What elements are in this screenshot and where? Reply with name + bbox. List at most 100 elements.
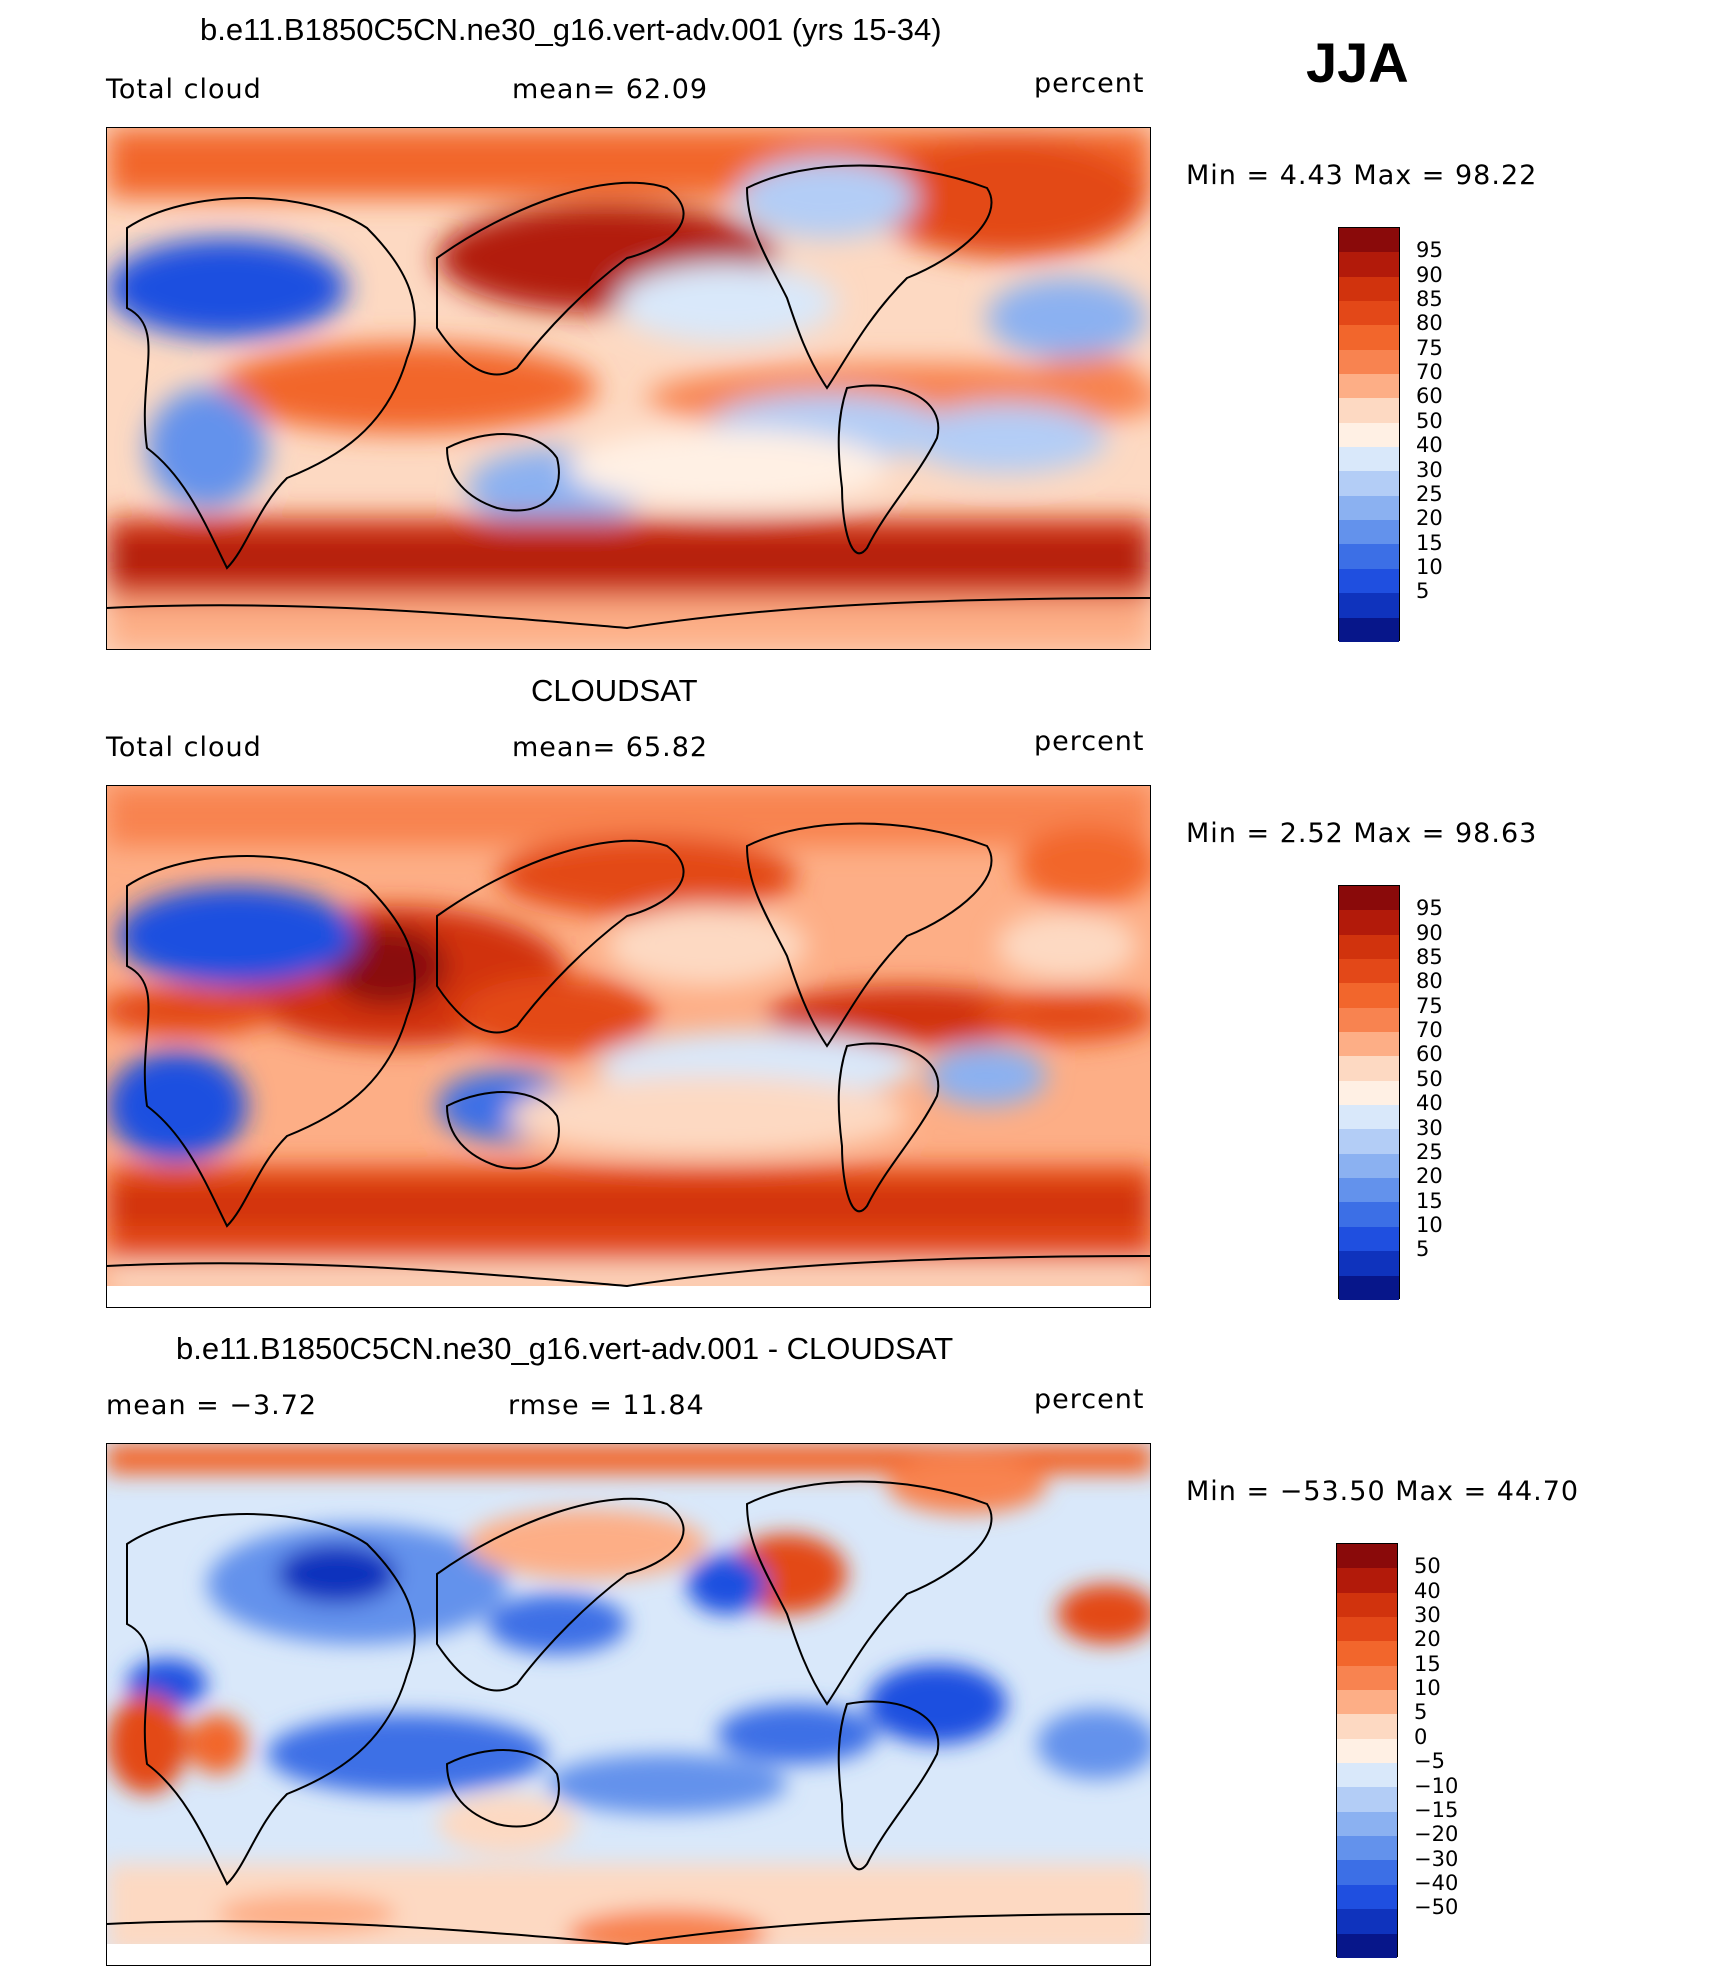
panel1-colorbar (1338, 227, 1400, 642)
panel1-mean-label: mean= 62.09 (512, 74, 709, 105)
colorbar-tick-label: 25 (1416, 481, 1443, 506)
colorbar-segment (1337, 1592, 1397, 1618)
colorbar-segment (1337, 1568, 1397, 1593)
colorbar-segment (1337, 1763, 1397, 1788)
colorbar-tick-label: 40 (1416, 433, 1443, 458)
colorbar-tick-label: 70 (1416, 360, 1443, 385)
colorbar-tick-label: 25 (1416, 1139, 1443, 1164)
colorbar-segment (1339, 934, 1399, 960)
colorbar-segment (1337, 1787, 1397, 1812)
colorbar-segment (1339, 520, 1399, 545)
colorbar-tick-label: 0 (1414, 1724, 1428, 1749)
colorbar-segment (1339, 252, 1399, 277)
colorbar-tick-label: 20 (1416, 506, 1443, 531)
colorbar-segment (1339, 398, 1399, 423)
colorbar-tick-label: 10 (1416, 554, 1443, 579)
colorbar-tick-label: 15 (1416, 530, 1443, 555)
colorbar-segment (1339, 374, 1399, 399)
colorbar-tick-label: 40 (1414, 1578, 1441, 1603)
panel2-units-label: percent (1034, 726, 1145, 757)
colorbar-tick-label: −5 (1414, 1749, 1445, 1774)
colorbar-segment (1339, 1275, 1399, 1300)
colorbar-tick-label: −10 (1414, 1773, 1459, 1798)
colorbar-tick-label: 30 (1416, 1115, 1443, 1140)
colorbar-segment (1337, 1714, 1397, 1739)
colorbar-tick-label: 80 (1416, 969, 1443, 994)
colorbar-tick-label: 85 (1416, 945, 1443, 970)
colorbar-segment (1337, 1690, 1397, 1715)
colorbar-segment (1337, 1860, 1397, 1885)
colorbar-tick-label: 50 (1416, 408, 1443, 433)
colorbar-tick-label: −20 (1414, 1822, 1459, 1847)
panel1-title: b.e11.B1850C5CN.ne30_g16.vert-adv.001 (y… (200, 12, 942, 47)
colorbar-segment (1337, 1641, 1397, 1666)
colorbar-tick-label: 30 (1416, 457, 1443, 482)
panel3-minmax-label: Min = −53.50 Max = 44.70 (1186, 1476, 1580, 1507)
panel2-map (106, 785, 1151, 1308)
colorbar-segment (1339, 325, 1399, 350)
panel1-map (106, 127, 1151, 650)
colorbar-segment (1339, 422, 1399, 448)
colorbar-segment (1339, 1202, 1399, 1227)
colorbar-segment (1339, 1226, 1399, 1252)
panel3-colorbar (1336, 1543, 1398, 1958)
colorbar-segment (1337, 1884, 1397, 1910)
colorbar-tick-label: 75 (1416, 335, 1443, 360)
colorbar-tick-label: 20 (1414, 1627, 1441, 1652)
colorbar-segment (1339, 617, 1399, 642)
colorbar-segment (1339, 1153, 1399, 1179)
colorbar-segment (1337, 1617, 1397, 1642)
colorbar-segment (1339, 349, 1399, 375)
colorbar-tick-label: 5 (1416, 1237, 1430, 1262)
colorbar-tick-label: 90 (1416, 920, 1443, 945)
colorbar-tick-label: 90 (1416, 262, 1443, 287)
colorbar-tick-label: 75 (1416, 993, 1443, 1018)
colorbar-tick-label: 95 (1416, 896, 1443, 921)
season-label: JJA (1306, 31, 1409, 94)
colorbar-tick-label: 10 (1414, 1676, 1441, 1701)
panel3-title: b.e11.B1850C5CN.ne30_g16.vert-adv.001 - … (176, 1331, 954, 1366)
panel3-contour-field (107, 1444, 1150, 1965)
colorbar-segment (1339, 910, 1399, 935)
colorbar-tick-label: −15 (1414, 1797, 1459, 1822)
panel2-coastlines (107, 822, 1150, 1288)
colorbar-segment (1339, 447, 1399, 472)
colorbar-tick-label: 60 (1416, 384, 1443, 409)
colorbar-tick-label: −50 (1414, 1895, 1459, 1920)
colorbar-segment (1337, 1544, 1397, 1569)
colorbar-tick-label: 50 (1416, 1066, 1443, 1091)
panel1-minmax-label: Min = 4.43 Max = 98.22 (1186, 160, 1538, 191)
colorbar-tick-label: 15 (1414, 1651, 1441, 1676)
colorbar-segment (1337, 1909, 1397, 1934)
panel1-left-label: Total cloud (106, 74, 262, 105)
colorbar-segment (1339, 228, 1399, 253)
colorbar-segment (1339, 959, 1399, 984)
colorbar-segment (1339, 276, 1399, 302)
colorbar-tick-label: 15 (1416, 1188, 1443, 1213)
colorbar-segment (1339, 886, 1399, 911)
colorbar-segment (1339, 593, 1399, 618)
colorbar-tick-label: 50 (1414, 1554, 1441, 1579)
colorbar-segment (1339, 1105, 1399, 1130)
panel3-coastlines (107, 1480, 1150, 1946)
colorbar-segment (1339, 1251, 1399, 1276)
colorbar-segment (1339, 544, 1399, 569)
colorbar-segment (1337, 1665, 1397, 1691)
panel1-units-label: percent (1034, 68, 1145, 99)
colorbar-tick-label: −30 (1414, 1846, 1459, 1871)
colorbar-tick-label: 85 (1416, 287, 1443, 312)
colorbar-segment (1337, 1738, 1397, 1764)
panel2-left-label: Total cloud (106, 732, 262, 763)
colorbar-tick-label: 80 (1416, 311, 1443, 336)
panel2-minmax-label: Min = 2.52 Max = 98.63 (1186, 818, 1538, 849)
colorbar-segment (1339, 1056, 1399, 1081)
colorbar-segment (1339, 1032, 1399, 1057)
colorbar-tick-label: 10 (1416, 1212, 1443, 1237)
panel3-mean-label: mean = −3.72 (106, 1390, 318, 1421)
colorbar-tick-label: 70 (1416, 1018, 1443, 1043)
panel2-mean-label: mean= 65.82 (512, 732, 709, 763)
colorbar-segment (1339, 1129, 1399, 1154)
panel3-units-label: percent (1034, 1384, 1145, 1415)
colorbar-tick-label: 5 (1414, 1700, 1428, 1725)
colorbar-segment (1339, 1178, 1399, 1203)
